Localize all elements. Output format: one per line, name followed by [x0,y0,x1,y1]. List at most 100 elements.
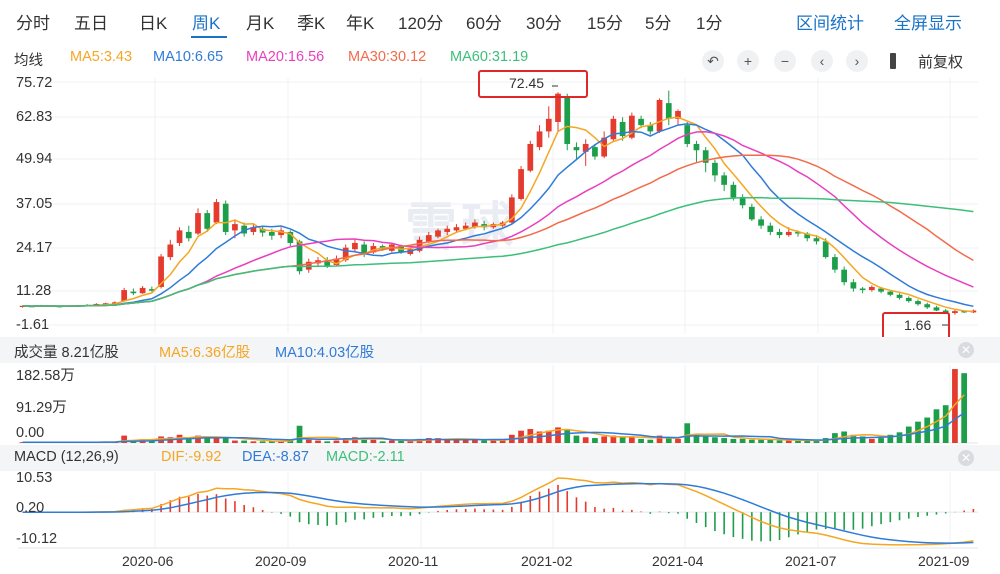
ma10-line [22,123,974,308]
candle-body [628,115,635,138]
candle-body [232,224,238,231]
volume-bar [472,439,478,443]
volume-bar [868,438,875,443]
chevron-right-icon[interactable]: › [846,50,868,72]
volume-bar [721,438,728,443]
close-volume-icon[interactable]: ✕ [958,342,974,358]
tab-jik[interactable]: 季K [297,14,326,33]
tab-rik[interactable]: 日K [139,14,168,33]
candle-body [472,222,478,228]
date-tick: 2020-11 [388,553,439,569]
volume-bar [610,435,617,443]
volume-bar [278,441,284,443]
tab-zhouk[interactable]: 周K [192,14,221,33]
tab-60min[interactable]: 60分 [466,14,502,33]
volume-bar [758,439,764,443]
volume-tick: 91.29万 [16,400,67,416]
candle-body [748,206,755,220]
volume-bar [499,440,506,443]
volume-bar [148,441,155,443]
high-annotation: 72.45 [478,70,588,98]
tab-yuek[interactable]: 月K [246,14,275,33]
volume-bar [185,438,192,443]
candle-body [702,150,709,163]
macd-value: MACD:-2.11 [326,449,405,465]
volume-bar [315,440,321,443]
volume-bar [462,439,469,443]
volume-bar [435,438,441,443]
volume-bar [490,440,497,443]
candle-body [268,231,275,236]
close-macd-icon[interactable]: ✕ [958,450,974,466]
candle-icon[interactable] [882,50,904,72]
plus-icon[interactable]: + [737,50,759,72]
candle-body [739,197,746,206]
candle-body [813,238,820,242]
tab-fenshi[interactable]: 分时 [16,14,50,33]
volume-bar [813,440,820,443]
candle-body [564,96,571,144]
candle-body [508,197,515,223]
volume-bar [564,429,571,443]
candle-body [333,258,340,265]
macd-title: MACD (12,26,9) [14,449,119,465]
candle-body [93,303,100,306]
date-tick: 2021-07 [785,553,837,569]
volume-bar [527,429,534,443]
candle-body [176,230,183,243]
volume-bar [702,436,709,443]
tab-120min[interactable]: 120分 [398,14,444,33]
volume-bar [675,438,681,443]
candle-body [148,289,155,291]
fullscreen-link[interactable]: 全屏显示 [894,14,962,33]
volume-bar [795,440,801,443]
price-tick: 37.05 [16,196,53,212]
candle-body [758,219,764,226]
minus-icon[interactable]: − [774,50,796,72]
candle-body [730,184,737,198]
chevron-left-icon[interactable]: ‹ [811,50,833,72]
candle-body [352,242,358,250]
volume-bar [213,437,220,443]
volume-title: 成交量 8.21亿股 [14,345,119,361]
volume-bar [804,440,811,443]
candle-body [850,282,857,289]
candle-body [112,302,118,304]
volume-header: 成交量 8.21亿股 MA5:6.36亿股 MA10:4.03亿股 [0,337,1000,363]
volume-bar [942,405,949,443]
tab-30min[interactable]: 30分 [526,14,562,33]
range-stats-link[interactable]: 区间统计 [796,14,864,33]
ma60-value: MA60:31.19 [450,49,529,65]
candle-body [905,297,912,302]
volume-bar [748,439,755,443]
macd-dea: DEA:-8.87 [242,449,309,465]
candle-body [361,244,368,254]
volume-bar [896,432,903,443]
candle-body [785,231,792,236]
high-value: 72.45 [509,75,545,91]
tab-wuri[interactable]: 五日 [74,14,108,33]
tab-15min[interactable]: 15分 [587,14,623,33]
candle-body [139,287,146,294]
candle-body [555,93,561,122]
undo-icon[interactable]: ↶ [702,50,724,72]
date-tick: 2021-02 [521,553,573,569]
volume-bar [785,440,792,443]
candle-body [721,175,728,185]
candle-body [462,225,469,229]
price-tick: 62.83 [16,109,53,125]
tab-1min[interactable]: 1分 [696,14,723,33]
volume-bar [296,425,303,443]
adjust-mode-label[interactable]: 前复权 [918,54,964,71]
tab-5min[interactable]: 5分 [645,14,672,33]
candle-body [804,233,811,239]
price-tick: 49.94 [16,151,53,167]
candle-body [619,121,626,137]
candle-body [259,228,266,233]
candle-body [435,230,441,237]
volume-bar [222,437,229,443]
volume-bar [268,441,275,443]
candle-body [896,294,903,298]
tab-niank[interactable]: 年K [346,14,375,33]
volume-bar [952,369,958,443]
